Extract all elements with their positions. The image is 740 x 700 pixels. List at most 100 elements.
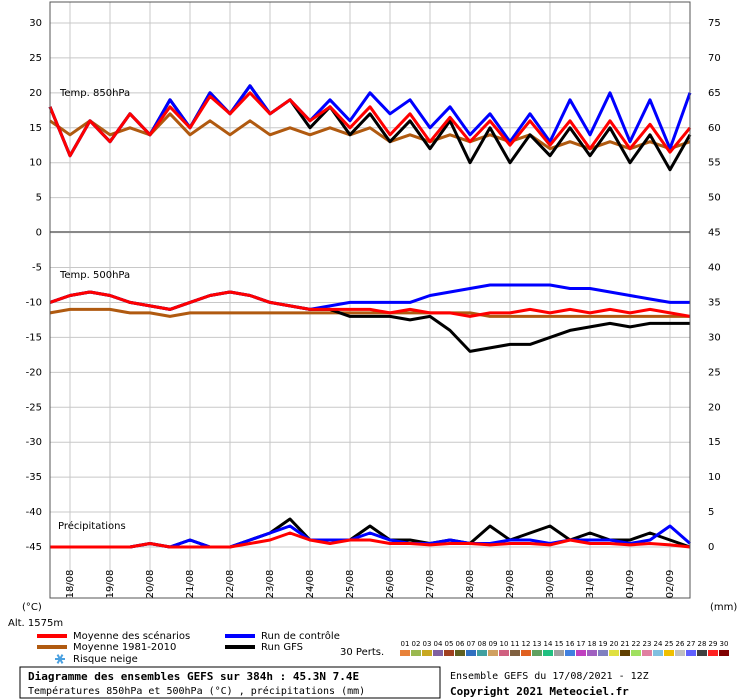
y2-tick-label: 45 [708,228,721,239]
pert-swatch [411,650,421,656]
labels: 302520151050-5-10-15-20-25-30-35-40-4575… [26,18,721,598]
panel-label: Temp. 500hPa [59,270,130,281]
pert-swatch [620,650,630,656]
x-tick-label: 24/08 [305,570,316,599]
x-tick-label: 30/08 [545,570,556,599]
y-tick-label: -35 [26,472,42,483]
pert-number: 24 [654,640,663,648]
pert-swatch [576,650,586,656]
chart-subtitle: Températures 850hPa et 500hPa (°C) , pré… [28,685,365,697]
y-tick-label: 0 [36,228,42,239]
y2-tick-label: 15 [708,437,721,448]
pert-number: 09 [489,640,498,648]
y2-tick-label: 25 [708,367,721,378]
altitude: Alt. 1575m [8,618,63,629]
pert-number: 16 [566,640,575,648]
series-line [48,91,692,158]
panel-label: Temp. 850hPa [59,88,130,99]
pert-swatch [565,650,575,656]
legend-label: Run de contrôle [261,630,340,642]
pert-number: 28 [698,640,707,648]
y2-tick-label: 65 [708,88,721,99]
pert-swatch [554,650,564,656]
pert-swatch [609,650,619,656]
series-line [49,290,691,318]
y2-tick-label: 50 [708,193,721,204]
y-tick-label: -20 [26,367,42,378]
pert-number: 25 [665,640,674,648]
pert-swatch [598,650,608,656]
x-tick-label: 18/08 [65,570,76,599]
pert-number: 13 [533,640,542,648]
y-tick-label: 10 [29,158,42,169]
pert-number: 27 [687,640,696,648]
pert-swatch [455,650,465,656]
perts-label: 30 Perts. [340,647,384,658]
pert-swatch [488,650,498,656]
y2-tick-label: 40 [708,263,721,274]
legend-label: Moyenne 1981-2010 [73,642,176,653]
pert-number: 12 [522,640,531,648]
y-tick-label: 5 [36,193,42,204]
pert-number: 30 [720,640,729,648]
x-tick-label: 31/08 [585,570,596,599]
x-tick-label: 01/09 [625,570,636,599]
y2-tick-label: 35 [708,297,721,308]
pert-number: 07 [467,640,476,648]
x-tick-label: 29/08 [505,570,516,599]
y2-tick-label: 0 [708,542,714,553]
pert-swatch [466,650,476,656]
pert-swatch [433,650,443,656]
x-tick-label: 21/08 [185,570,196,599]
pert-swatch [510,650,520,656]
grid [50,2,690,598]
pert-number: 22 [632,640,641,648]
pert-swatch [499,650,509,656]
y-tick-label: 25 [29,53,42,64]
x-tick-label: 25/08 [345,570,356,599]
snow-icon [56,654,64,664]
marks [48,84,692,549]
pert-number: 01 [401,640,410,648]
x-tick-label: 23/08 [265,570,276,599]
pert-swatch [686,650,696,656]
plot-frame [49,1,691,599]
y-axis-unit: (°C) [22,602,42,613]
y2-tick-label: 5 [708,507,714,518]
y-tick-label: -15 [26,332,42,343]
y-tick-label: 20 [29,88,42,99]
plot-area [50,2,690,598]
y2-tick-label: 30 [708,332,721,343]
y-tick-label: -45 [26,542,42,553]
series-line [49,307,690,318]
pert-swatch [708,650,718,656]
pert-number: 08 [478,640,487,648]
pert-number: 18 [588,640,597,648]
pert-number: 06 [456,640,465,648]
y2-tick-label: 10 [708,472,721,483]
pert-swatch [400,650,410,656]
x-tick-label: 28/08 [465,570,476,599]
chart-title: Diagramme des ensembles GEFS sur 384h : … [28,670,359,683]
pert-swatch [642,650,652,656]
source: Ensemble GEFS du 17/08/2021 - 12Z [450,671,649,682]
y2-axis-unit: (mm) [710,602,737,613]
y-tick-label: 30 [29,18,42,29]
pert-number: 26 [676,640,685,648]
pert-swatch [664,650,674,656]
pert-swatch [719,650,729,656]
pert-swatch [543,650,553,656]
pert-number: 11 [511,640,520,648]
pert-number: 17 [577,640,586,648]
y2-tick-label: 20 [708,402,721,413]
panel-label: Précipitations [58,520,126,532]
legend-label: Run GFS [261,642,303,653]
pert-swatch [444,650,454,656]
pert-swatch [532,650,542,656]
y2-tick-label: 75 [708,18,721,29]
x-tick-label: 22/08 [225,570,236,599]
y-tick-label: -5 [32,263,42,274]
series-line [50,531,691,549]
